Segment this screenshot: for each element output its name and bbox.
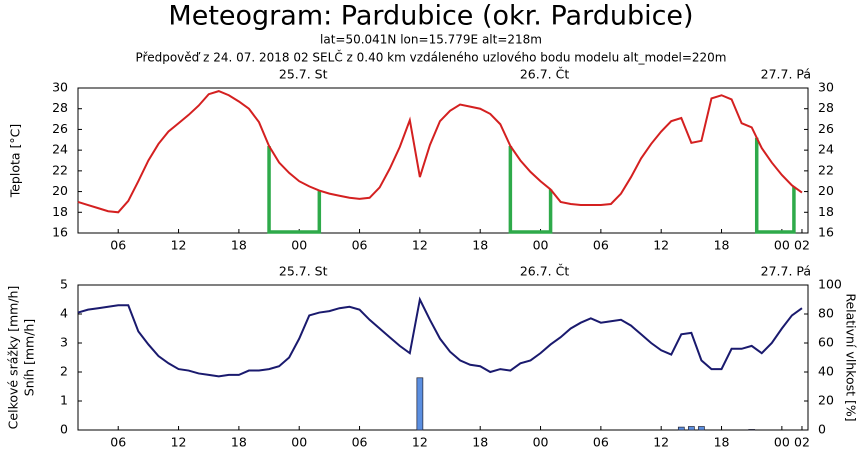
y2-tick-label: 80 [818, 306, 834, 321]
y-tick-label-right: 30 [818, 80, 834, 95]
night-mark [267, 146, 322, 234]
y-tick-label: 4 [60, 306, 68, 321]
x-tick-label: 00 [774, 238, 790, 253]
y-tick-label-right: 18 [818, 204, 834, 219]
x-tick-label: 06 [352, 238, 368, 253]
day-label: 25.7. St [279, 264, 328, 279]
y-axis-label: Sníh [mm/h] [22, 319, 37, 396]
precip-bar [677, 426, 685, 431]
y-axis-label: Teplota [°C] [8, 124, 23, 199]
y2-tick-label: 40 [818, 364, 834, 379]
x-tick-label: 00 [291, 238, 307, 253]
location: lat=50.041N lon=15.779E alt=218m [320, 33, 542, 47]
x-tick-label: 12 [171, 435, 187, 450]
precip-bar [416, 377, 424, 431]
y2-tick-label: 20 [818, 393, 834, 408]
y-tick-label: 22 [52, 162, 68, 177]
y-tick-label: 24 [52, 142, 68, 157]
y-tick-label: 26 [52, 121, 68, 136]
y-tick-label: 20 [52, 183, 68, 198]
night-mark [754, 137, 796, 234]
y-tick-label-right: 16 [818, 225, 834, 240]
day-label: 26.7. Čt [520, 264, 570, 279]
y-tick-label: 1 [60, 393, 68, 408]
day-label: 27.7. Pá [761, 67, 811, 82]
y-tick-label: 2 [60, 364, 68, 379]
y2-axis-label: Relativní vlhkost [%] [844, 293, 859, 421]
y-tick-label-right: 22 [818, 162, 834, 177]
x-tick-label: 00 [533, 435, 549, 450]
x-tick-label: 18 [472, 435, 488, 450]
y-tick-label: 3 [60, 335, 68, 350]
x-tick-label: 18 [714, 238, 730, 253]
y-tick-label: 30 [52, 80, 68, 95]
x-tick-label: 18 [231, 238, 247, 253]
day-label: 26.7. Čt [520, 67, 570, 82]
precip-bar [748, 429, 756, 431]
y2-tick-label: 100 [818, 277, 842, 292]
y-tick-label: 0 [60, 422, 68, 437]
y-tick-label-right: 24 [818, 142, 834, 157]
x-tick-label: 06 [593, 435, 609, 450]
y-tick-label: 5 [60, 277, 68, 292]
x-tick-label: 12 [171, 238, 187, 253]
day-label: 25.7. St [279, 67, 328, 82]
plot-frame [77, 284, 809, 431]
title: Meteogram: Pardubice (okr. Pardubice) [168, 1, 693, 32]
y-axis-label: Celkové srážky [mm/h] [6, 286, 21, 430]
precip-bar [698, 426, 705, 431]
x-tick-label: 12 [412, 238, 428, 253]
x-tick-label: 06 [110, 435, 126, 450]
line [77, 90, 803, 214]
x-tick-label: 18 [472, 238, 488, 253]
y-tick-label-right: 28 [818, 100, 834, 115]
y-tick-label-right: 20 [818, 183, 834, 198]
x-tick-label: 12 [653, 238, 669, 253]
night-mark [508, 146, 553, 234]
plot-frame [77, 87, 809, 234]
x-tick-label: 00 [533, 238, 549, 253]
line [77, 296, 803, 378]
y2-tick-label: 0 [818, 422, 826, 437]
day-label: 27.7. Pá [761, 264, 811, 279]
forecast-note: Předpověď z 24. 07. 2018 02 SELČ z 0.40 … [136, 50, 727, 65]
x-tick-label: 06 [352, 435, 368, 450]
y-tick-label-right: 26 [818, 121, 834, 136]
x-tick-label: 18 [714, 435, 730, 450]
y-tick-label: 16 [52, 225, 68, 240]
x-tick-label: 12 [653, 435, 669, 450]
x-tick-label: 00 [291, 435, 307, 450]
x-tick-label: 18 [231, 435, 247, 450]
y2-tick-label: 60 [818, 335, 834, 350]
x-tick-label: 02 [794, 238, 810, 253]
x-tick-label: 02 [794, 435, 810, 450]
precip-bar [688, 426, 695, 431]
y-tick-label: 28 [52, 100, 68, 115]
x-tick-label: 12 [412, 435, 428, 450]
x-tick-label: 00 [774, 435, 790, 450]
x-tick-label: 06 [110, 238, 126, 253]
y-tick-label: 18 [52, 204, 68, 219]
x-tick-label: 06 [593, 238, 609, 253]
